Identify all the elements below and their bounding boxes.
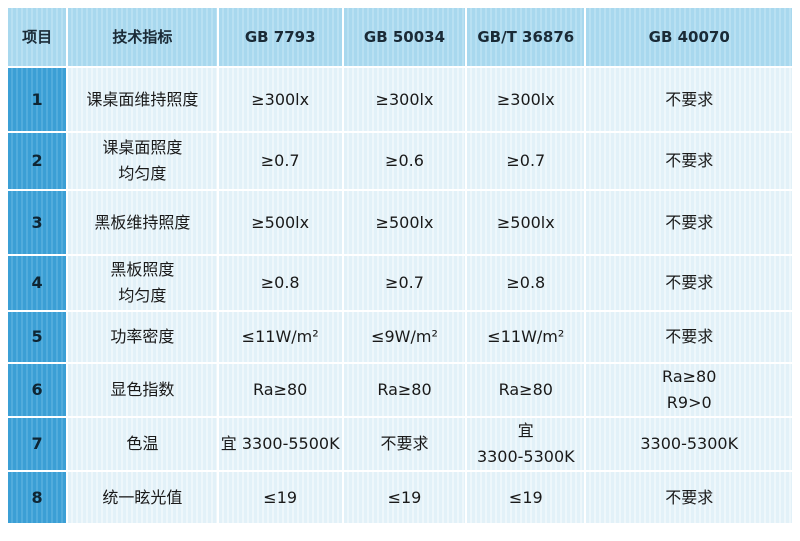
table-cell: 不要求 (586, 256, 792, 310)
table-cell: 不要求 (586, 312, 792, 362)
row-number: 5 (8, 312, 67, 362)
column-header: GB 7793 (218, 8, 342, 66)
row-number: 4 (8, 256, 67, 310)
table-row: 8 统一眩光值 ≤19 ≤19 ≤19 不要求 (8, 472, 792, 523)
table-cell: ≥300lx (218, 68, 342, 131)
table-cell: 课桌面照度 均匀度 (68, 133, 217, 189)
table-cell: ≥500lx (218, 191, 342, 254)
row-number: 1 (8, 68, 67, 131)
table-cell: Ra≥80 (218, 364, 342, 416)
table-cell: 不要求 (586, 133, 792, 189)
table-cell: Ra≥80 (343, 364, 466, 416)
row-number: 2 (8, 133, 67, 189)
table-cell: ≥500lx (467, 191, 585, 254)
table-cell: ≤19 (467, 472, 585, 523)
column-header: GB 50034 (343, 8, 466, 66)
table-cell: 宜 3300-5500K (218, 418, 342, 470)
table-row: 3 黑板维持照度 ≥500lx ≥500lx ≥500lx 不要求 (8, 191, 792, 254)
table-row: 1 课桌面维持照度 ≥300lx ≥300lx ≥300lx 不要求 (8, 68, 792, 131)
table-cell: 不要求 (343, 418, 466, 470)
table-cell: 课桌面维持照度 (68, 68, 217, 131)
row-number: 8 (8, 472, 67, 523)
table-cell: Ra≥80 R9>0 (586, 364, 792, 416)
table-cell: 黑板照度 均匀度 (68, 256, 217, 310)
header-row: 项目 技术指标 GB 7793 GB 50034 GB/T 36876 GB 40070 (8, 8, 792, 66)
table-cell: ≥0.6 (343, 133, 466, 189)
table-cell: ≤11W/m² (218, 312, 342, 362)
table-cell: ≥300lx (467, 68, 585, 131)
table-cell: ≤11W/m² (467, 312, 585, 362)
table-row: 7 色温宜 3300-5500K 不要求宜 3300-5300K 3300-5300K (8, 418, 792, 470)
table-container: 项目 技术指标 GB 7793 GB 50034 GB/T 36876 GB 40070 … (8, 8, 792, 537)
table-row: 4 黑板照度 均匀度 ≥0.8 ≥0.7 ≥0.8 不要求 (8, 256, 792, 310)
row-number: 6 (8, 364, 67, 416)
table-cell: 不要求 (586, 191, 792, 254)
table-cell: ≤19 (343, 472, 466, 523)
table-cell: 显色指数 (68, 364, 217, 416)
row-number: 7 (8, 418, 67, 470)
row-number: 3 (8, 191, 67, 254)
table-cell: ≤9W/m² (343, 312, 466, 362)
column-header: GB/T 36876 (467, 8, 585, 66)
table-cell: 不要求 (586, 68, 792, 131)
table-cell: 黑板维持照度 (68, 191, 217, 254)
table-cell: ≥0.8 (467, 256, 585, 310)
table-cell: 色温 (68, 418, 217, 470)
table-row: 5 功率密度 ≤11W/m² ≤9W/m² ≤11W/m² 不要求 (8, 312, 792, 362)
table-cell: 统一眩光值 (68, 472, 217, 523)
table-row: 2 课桌面照度 均匀度 ≥0.7 ≥0.6 ≥0.7 不要求 (8, 133, 792, 189)
table-cell: ≥500lx (343, 191, 466, 254)
table-cell: 3300-5300K (586, 418, 792, 470)
table-cell: 不要求 (586, 472, 792, 523)
table-cell: ≥0.7 (218, 133, 342, 189)
column-header: GB 40070 (586, 8, 792, 66)
table-cell: ≥0.7 (343, 256, 466, 310)
table-cell: ≥0.8 (218, 256, 342, 310)
table-cell: 宜 3300-5300K (467, 418, 585, 470)
column-header: 项目 (8, 8, 67, 66)
table-cell: ≥0.7 (467, 133, 585, 189)
table-cell: 功率密度 (68, 312, 217, 362)
table-row: 6 显色指数 Ra≥80 Ra≥80 Ra≥80 Ra≥80 R9>0 (8, 364, 792, 416)
comparison-table: 项目 技术指标 GB 7793 GB 50034 GB/T 36876 GB 40070 … (6, 6, 794, 525)
column-header: 技术指标 (68, 8, 217, 66)
table-cell: ≤19 (218, 472, 342, 523)
table-cell: ≥300lx (343, 68, 466, 131)
table-cell: Ra≥80 (467, 364, 585, 416)
